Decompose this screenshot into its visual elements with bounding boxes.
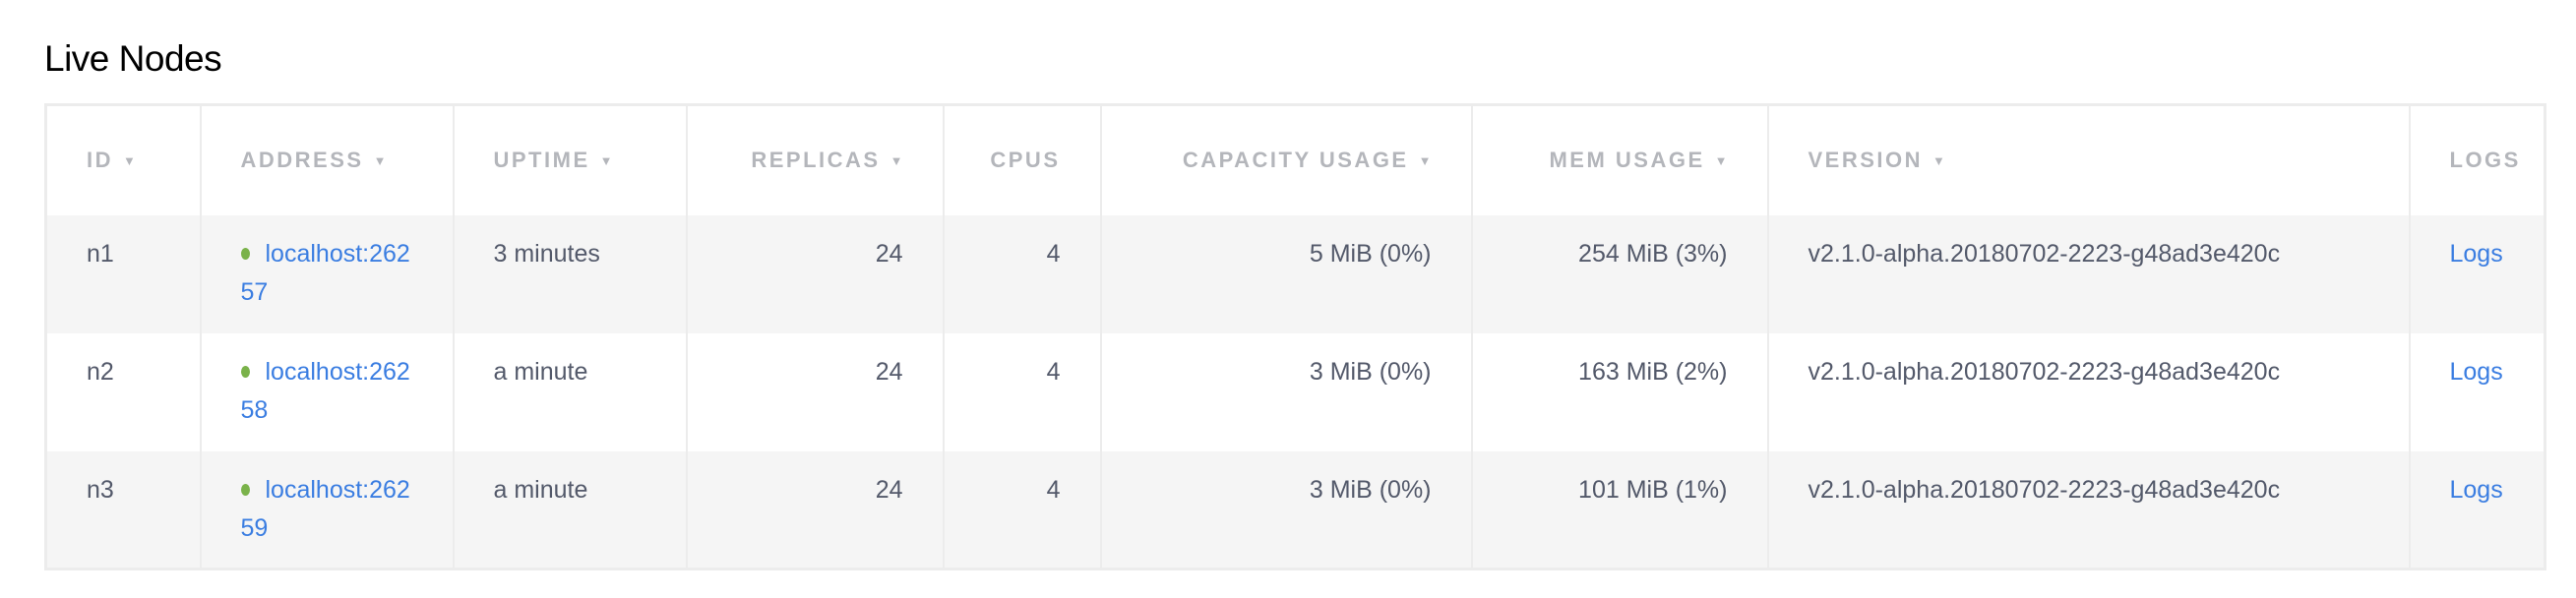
column-header-mem-usage[interactable]: MEM USAGE ▼ (1470, 104, 1769, 215)
node-mem-usage: 254 MiB (3%) (1470, 214, 1769, 333)
node-cpus: 4 (942, 450, 1102, 569)
node-logs-cell: Logs (2408, 332, 2546, 451)
live-nodes-table: ID ▼ ADDRESS ▼ UPTIME ▼ REPLICAS ▼ CPUS CAPA… (44, 103, 2546, 570)
node-logs-cell: Logs (2408, 450, 2546, 569)
node-address-link[interactable]: localhost:26258 (240, 357, 410, 424)
node-address-cell: localhost:26259 (199, 450, 455, 569)
node-address-cell: localhost:26257 (199, 214, 455, 333)
node-capacity-usage: 5 MiB (0%) (1099, 214, 1473, 333)
node-cpus: 4 (942, 332, 1102, 451)
node-uptime: a minute (452, 332, 688, 451)
status-live-icon (240, 365, 250, 378)
node-id: n2 (44, 332, 202, 451)
column-header-capacity-usage[interactable]: CAPACITY USAGE ▼ (1099, 104, 1473, 215)
node-cpus: 4 (942, 214, 1102, 333)
node-version: v2.1.0-alpha.20180702-2223-g48ad3e420c (1766, 450, 2411, 569)
table-row: n1 localhost:26257 3 minutes 24 4 5 MiB … (44, 214, 2546, 333)
page-title: Live Nodes (44, 37, 222, 79)
node-logs-cell: Logs (2408, 214, 2546, 333)
node-address-link[interactable]: localhost:26257 (240, 239, 410, 306)
sort-caret-icon: ▼ (123, 153, 136, 169)
column-header-cpus: CPUS (942, 104, 1102, 215)
sort-caret-icon: ▼ (889, 153, 903, 169)
table-row: n3 localhost:26259 a minute 24 4 3 MiB (… (44, 450, 2546, 569)
column-header-version[interactable]: VERSION ▼ (1766, 104, 2411, 215)
column-header-uptime[interactable]: UPTIME ▼ (452, 104, 688, 215)
node-id: n1 (44, 214, 202, 333)
node-replicas: 24 (685, 214, 945, 333)
column-header-logs: LOGS (2408, 104, 2546, 215)
node-address-cell: localhost:26258 (199, 332, 455, 451)
node-replicas: 24 (685, 332, 945, 451)
logs-link[interactable]: Logs (2449, 239, 2503, 268)
node-version: v2.1.0-alpha.20180702-2223-g48ad3e420c (1766, 214, 2411, 333)
table-row: n2 localhost:26258 a minute 24 4 3 MiB (… (44, 332, 2546, 451)
column-header-address[interactable]: ADDRESS ▼ (199, 104, 455, 215)
sort-caret-icon: ▼ (373, 153, 387, 169)
node-uptime: 3 minutes (452, 214, 688, 333)
node-address-link[interactable]: localhost:26259 (240, 475, 410, 542)
sort-caret-icon: ▼ (599, 153, 613, 169)
column-header-replicas[interactable]: REPLICAS ▼ (685, 104, 945, 215)
sort-caret-icon: ▼ (1932, 153, 1945, 169)
node-id: n3 (44, 450, 202, 569)
node-replicas: 24 (685, 450, 945, 569)
sort-caret-icon: ▼ (1418, 153, 1432, 169)
node-uptime: a minute (452, 450, 688, 569)
node-version: v2.1.0-alpha.20180702-2223-g48ad3e420c (1766, 332, 2411, 451)
table-header-row: ID ▼ ADDRESS ▼ UPTIME ▼ REPLICAS ▼ CPUS CAPA… (44, 104, 2546, 215)
node-mem-usage: 163 MiB (2%) (1470, 332, 1769, 451)
sort-caret-icon: ▼ (1714, 153, 1728, 169)
column-header-id[interactable]: ID ▼ (44, 104, 202, 215)
status-live-icon (240, 483, 250, 496)
node-mem-usage: 101 MiB (1%) (1470, 450, 1769, 569)
logs-link[interactable]: Logs (2449, 475, 2503, 504)
node-capacity-usage: 3 MiB (0%) (1099, 450, 1473, 569)
status-live-icon (240, 247, 250, 260)
logs-link[interactable]: Logs (2449, 357, 2503, 386)
node-capacity-usage: 3 MiB (0%) (1099, 332, 1473, 451)
